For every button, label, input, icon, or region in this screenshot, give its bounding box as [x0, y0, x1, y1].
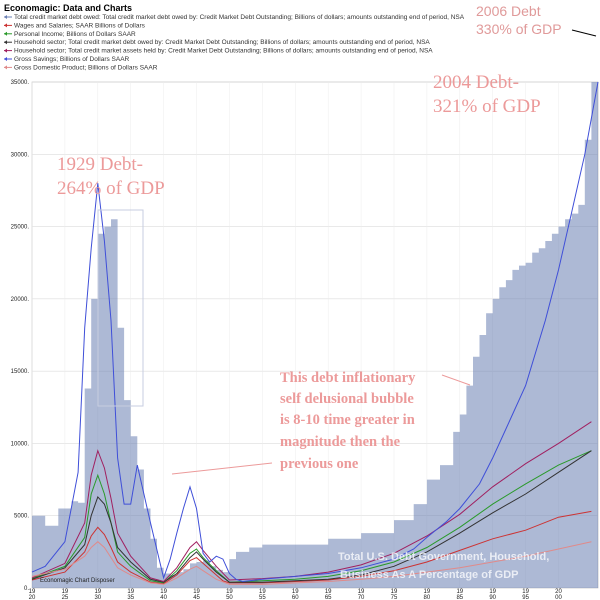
legend-entry: Household sector; Total credit market de…: [14, 39, 430, 46]
x-tick-label: 19 50: [226, 589, 233, 600]
watermark-text: Economagic Chart Disposer: [40, 578, 115, 584]
x-tick-label: 19 70: [358, 589, 365, 600]
x-tick-label: 19 40: [160, 589, 167, 600]
series-line-6: [31, 541, 592, 585]
annotation-text: previous one: [280, 456, 359, 472]
legend-arrow-icon: [4, 23, 7, 28]
series-line-3: [31, 450, 592, 583]
x-tick-label: 19 80: [424, 589, 431, 600]
annotation-text: Total U.S. Debt Government, Household,: [338, 551, 549, 563]
legend-entry: Personal Income; Billions of Dollars SAA…: [14, 31, 136, 38]
y-tick-label: 25000.: [11, 225, 30, 231]
annotation-text: This debt inflationary: [280, 370, 416, 386]
legend-entry: Gross Savings; Billions of Dollars SAAR: [14, 56, 130, 63]
x-tick-label: 19 95: [522, 589, 529, 600]
annotations: 2006 Debt 330% of GDP 2004 Debt- 321% of GD…: [57, 3, 597, 581]
x-tick-label: 19 35: [127, 589, 134, 600]
legend-entry: Household sector; Total credit market as…: [14, 48, 433, 55]
x-tick-label: 19 60: [292, 589, 299, 600]
legend-arrow-icon: [4, 48, 7, 53]
highlight-box: [97, 209, 144, 407]
annotation-text: magnitude then the: [280, 434, 401, 450]
y-tick-label: 5000.: [14, 514, 29, 520]
plot-area: 0. 5000. 10000. 15000. 20000. 25000. 30000. 350…: [11, 80, 599, 600]
annotation-text: self delusional bubble: [280, 391, 414, 407]
y-tick-label: 20000.: [11, 297, 30, 303]
legend-entry: Total credit market debt owed: Total cre…: [14, 14, 465, 21]
legend: Total credit market debt owed: Total cre…: [4, 14, 465, 71]
x-tick-label: 19 90: [489, 589, 496, 600]
annotation-text: 330% of GDP: [476, 21, 562, 37]
legend-entry: Gross Domestic Product; Billions of Doll…: [14, 64, 158, 71]
pointer-line: [171, 462, 273, 475]
annotation-text: 1929 Debt-: [57, 154, 143, 175]
annotation-text: Business As A Percentage of GDP: [340, 569, 519, 581]
x-tick-label: 19 30: [94, 589, 101, 600]
y-tick-label: 30000.: [11, 152, 30, 158]
series-line-4: [31, 421, 592, 583]
x-tick-label: 19 25: [62, 589, 69, 600]
legend-arrow-icon: [4, 40, 7, 45]
legend-arrow-icon: [4, 57, 7, 61]
annotation-text: 2006 Debt: [476, 3, 541, 19]
y-tick-label: 0.: [24, 586, 29, 592]
x-tick-label: 20 00: [555, 589, 562, 600]
chart-title: Economagic: Data and Charts: [4, 3, 132, 13]
y-tick-label: 10000.: [11, 441, 30, 447]
series-line-1: [31, 510, 592, 585]
x-tick-label: 19 65: [325, 589, 332, 600]
x-tick-label: 19 45: [193, 589, 200, 600]
series-line-2: [31, 450, 592, 584]
x-tick-label: 19 55: [259, 589, 266, 600]
annotation-text: 264% of GDP: [57, 178, 165, 199]
series-layer: [31, 81, 599, 588]
legend-arrow-icon: [4, 65, 7, 70]
annotation-text: 321% of GDP: [433, 96, 541, 117]
pointer-line: [571, 29, 597, 37]
annotation-text: is 8-10 time greater in: [280, 412, 415, 428]
legend-entry: Wages and Salaries; SAAR Billions of Dol…: [14, 22, 146, 29]
y-tick-label: 15000.: [11, 369, 30, 375]
x-tick-label: 19 85: [456, 589, 463, 600]
x-tick-label: 19 20: [29, 589, 36, 600]
legend-arrow-icon: [4, 15, 7, 19]
series-area-0: [32, 82, 598, 588]
x-axis-ticks: 19 20 19 25 19 30 19 35 19 40 19 45 19 50 19 55 19 60 19 65…: [29, 589, 563, 600]
y-axis-ticks: 0. 5000. 10000. 15000. 20000. 25000. 30000. 350…: [11, 80, 30, 592]
legend-arrow-icon: [4, 31, 7, 36]
x-tick-label: 19 75: [391, 589, 398, 600]
series-line-5: [31, 81, 599, 583]
y-tick-label: 35000.: [11, 80, 30, 86]
pointer-line: [441, 374, 471, 386]
annotation-text: 2004 Debt-: [433, 72, 519, 93]
